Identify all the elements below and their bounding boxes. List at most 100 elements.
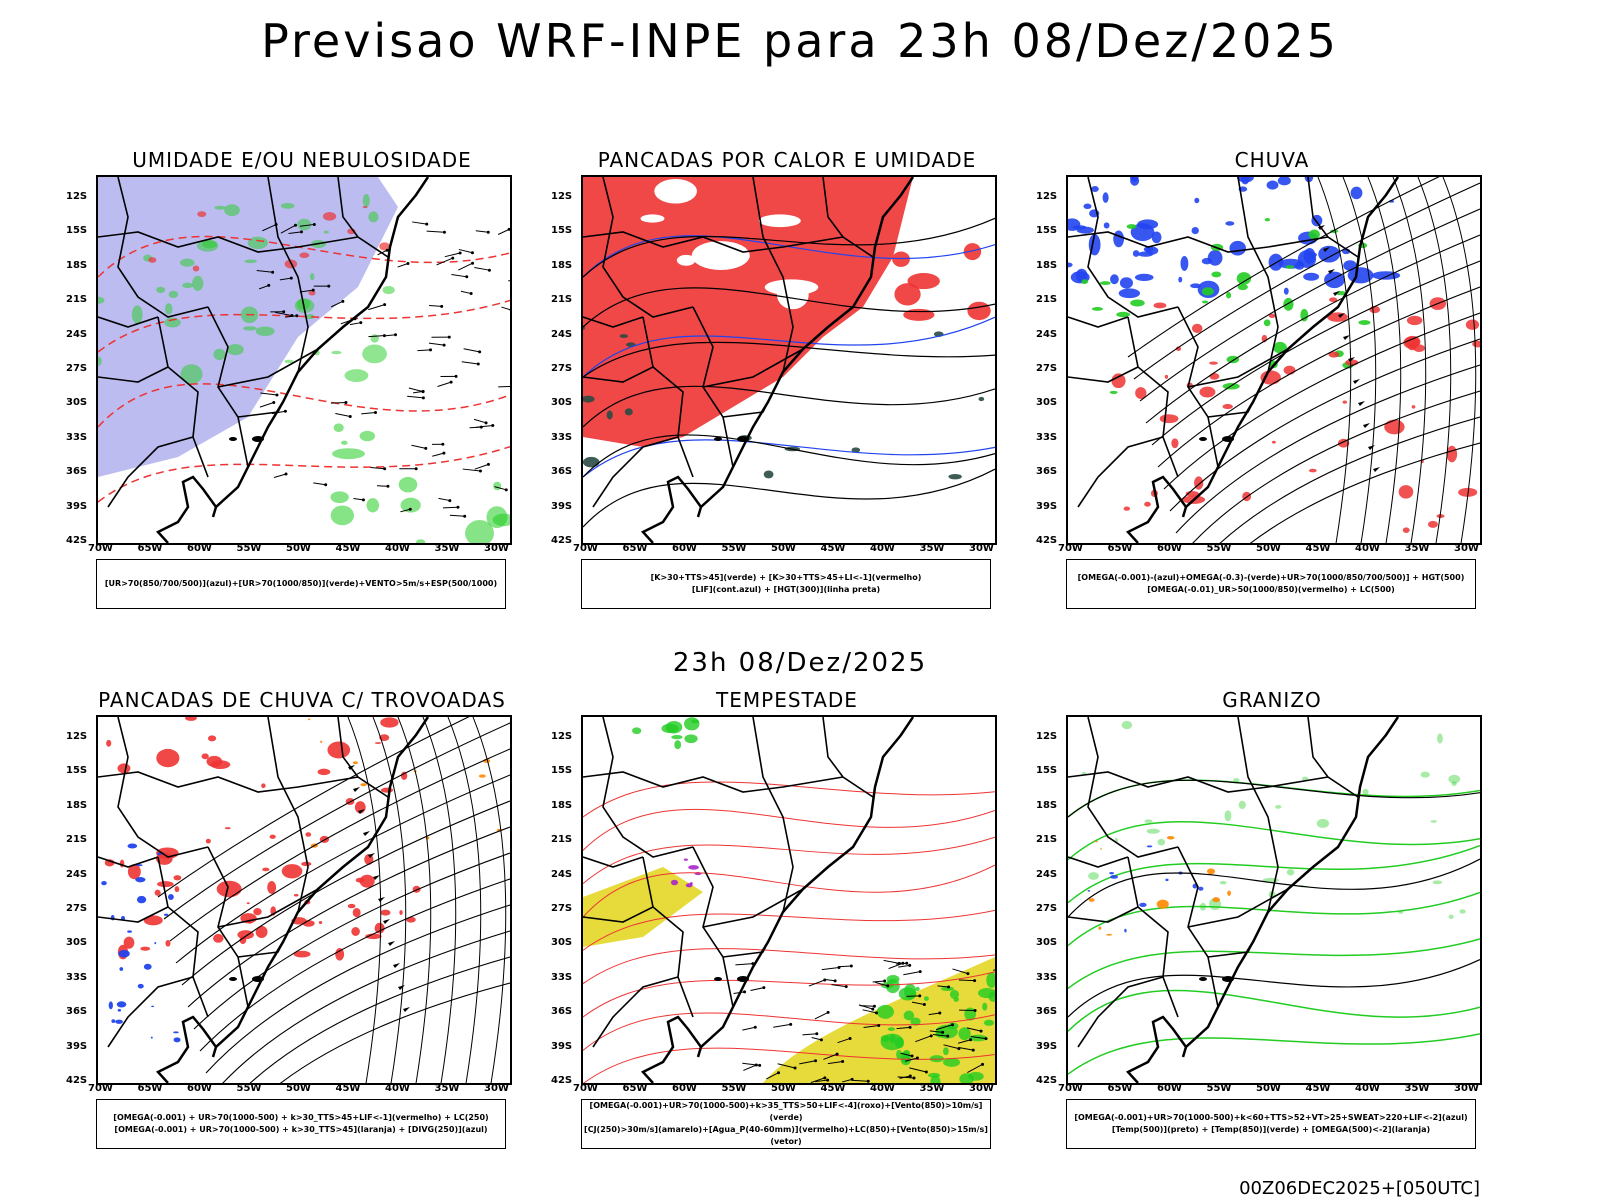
latitude-label: 12S — [551, 191, 573, 202]
longitude-label: 70W — [1058, 1083, 1083, 1094]
latitude-label: 42S — [551, 535, 573, 546]
longitude-label: 30W — [969, 1083, 994, 1094]
latitude-label: 21S — [66, 834, 88, 846]
forecast-map — [96, 175, 512, 545]
wind850-green-north — [632, 717, 700, 750]
latitude-label: 36S — [1036, 466, 1058, 478]
longitude-label: 60W — [1157, 543, 1182, 554]
jet-yellow — [763, 957, 995, 1083]
longitude-label: 35W — [919, 543, 945, 554]
page-title: Previsao WRF-INPE para 23h 08/Dez/2025 — [261, 14, 1339, 68]
latitude-label: 30S — [66, 937, 88, 949]
latitude-label: 27S — [1036, 363, 1058, 374]
legend-line: [K>30+TTS>45](verde) + [K>30+TTS>45+LI<-… — [650, 573, 922, 582]
longitude-label: 60W — [672, 543, 697, 554]
latitude-label: 27S — [1036, 903, 1058, 914]
latitude-label: 33S — [551, 971, 573, 983]
latitude-label: 12S — [66, 191, 88, 202]
panel-title: UMIDADE E/OU NEBULOSIDADE — [132, 148, 472, 172]
longitude-label: 65W — [622, 543, 648, 554]
hgt500-streamlines — [1127, 177, 1480, 543]
longitude-label: 70W — [88, 543, 113, 554]
legend-line: [OMEGA(-0.01)_UR>50(1000/850)(vermelho) … — [1147, 585, 1395, 594]
forecast-map — [1066, 175, 1482, 545]
latitude-label: 39S — [1036, 1040, 1058, 1052]
latitude-label: 18S — [1036, 799, 1058, 811]
latitude-label: 12S — [1036, 731, 1058, 742]
legend-line: [OMEGA(-0.001)-(azul)+OMEGA(-0.3)-(verde… — [1077, 573, 1465, 582]
latitude-label: 42S — [1036, 535, 1058, 546]
legend-line: [UR>70(850/700/500)](azul)+[UR>70(1000/8… — [104, 579, 498, 588]
longitude-label: 50W — [286, 543, 311, 554]
longitude-label: 40W — [1355, 543, 1380, 554]
green-cells — [1081, 720, 1466, 920]
coastline-borders — [1068, 177, 1400, 543]
latitude-label: 39S — [551, 500, 573, 512]
panel-legend: [OMEGA(-0.001)+UR>70(1000-500)+k<60+TTS>… — [1066, 1099, 1476, 1149]
legend-line: [CJ(250)>30m/s](amarelo)+[Agua_P(40-60mm… — [584, 1125, 988, 1146]
longitude-label: 45W — [820, 1083, 846, 1094]
longitude-label: 30W — [484, 1083, 509, 1094]
map-canvas — [98, 177, 510, 543]
panel-legend: [OMEGA(-0.001)+UR>70(1000-500)+k>35_TTS>… — [581, 1099, 991, 1149]
longitude-label: 35W — [919, 1083, 945, 1094]
wind-vectors-850 — [733, 959, 995, 1083]
longitude-label: 45W — [1305, 1083, 1331, 1094]
map-canvas — [98, 717, 510, 1083]
longitude-label: 60W — [1157, 1083, 1182, 1094]
longitude-label: 55W — [1206, 543, 1232, 554]
latitude-label: 24S — [551, 328, 573, 340]
forecast-map — [581, 715, 997, 1085]
panel-title: PANCADAS DE CHUVA C/ TROVOADAS — [98, 688, 506, 712]
latitude-label: 27S — [551, 903, 573, 914]
latitude-label: 24S — [551, 868, 573, 880]
longitude-label: 45W — [1305, 543, 1331, 554]
longitude-label: 70W — [88, 1083, 113, 1094]
latitude-label: 27S — [66, 903, 88, 914]
latitude-label: 33S — [66, 431, 88, 443]
latitude-label: 42S — [1036, 1075, 1058, 1086]
latitude-label: 21S — [551, 294, 573, 306]
hail-blue — [1087, 845, 1204, 933]
longitude-label: 40W — [1355, 1083, 1380, 1094]
longitude-label: 45W — [335, 543, 361, 554]
longitude-label: 30W — [1454, 1083, 1479, 1094]
latitude-label: 42S — [66, 535, 88, 546]
green-humidity-contours — [98, 193, 395, 384]
longitude-label: 65W — [137, 543, 163, 554]
longitude-label: 50W — [771, 1083, 796, 1094]
omega500-orange — [1088, 835, 1231, 936]
latitude-label: 36S — [551, 466, 573, 478]
latitude-label: 15S — [551, 225, 573, 237]
latitude-label: 24S — [66, 868, 88, 880]
longitude-label: 35W — [434, 1083, 460, 1094]
latitude-label: 12S — [551, 731, 573, 742]
longitude-label: 65W — [1107, 1083, 1133, 1094]
orange-marks — [307, 718, 502, 848]
temp850-green — [1068, 779, 1480, 1075]
latitude-label: 33S — [1036, 971, 1058, 983]
longitude-label: 40W — [385, 543, 410, 554]
latitude-label: 30S — [1036, 937, 1058, 949]
longitude-label: 45W — [820, 543, 846, 554]
green-south-band — [330, 423, 510, 543]
longitude-label: 55W — [236, 543, 262, 554]
longitude-label: 60W — [187, 1083, 212, 1094]
legend-line: [OMEGA(-0.001) + UR>70(1000-500) + k>30_… — [114, 1125, 488, 1134]
temp500-black — [1068, 779, 1480, 1018]
latitude-label: 27S — [551, 363, 573, 374]
longitude-label: 55W — [721, 1083, 747, 1094]
legend-line: [OMEGA(-0.001)+UR>70(1000-500)+k<60+TTS>… — [1074, 1113, 1468, 1122]
latitude-label: 39S — [1036, 500, 1058, 512]
longitude-label: 60W — [672, 1083, 697, 1094]
latitude-label: 18S — [66, 799, 88, 811]
longitude-label: 55W — [1206, 1083, 1232, 1094]
latitude-label: 36S — [551, 1006, 573, 1018]
longitude-label: 50W — [771, 543, 796, 554]
longitude-label: 30W — [484, 543, 509, 554]
forecast-map — [96, 715, 512, 1085]
panel-legend: [UR>70(850/700/500)](azul)+[UR>70(1000/8… — [96, 559, 506, 609]
panel-title: PANCADAS POR CALOR E UMIDADE — [597, 148, 977, 172]
latitude-label: 33S — [1036, 431, 1058, 443]
longitude-label: 30W — [1454, 543, 1479, 554]
